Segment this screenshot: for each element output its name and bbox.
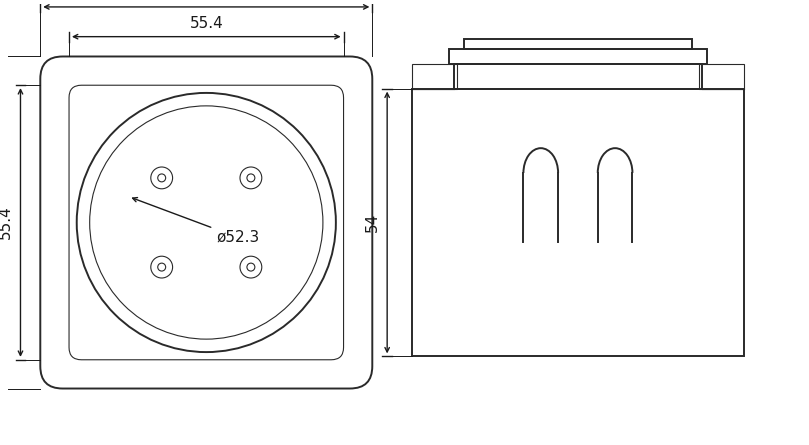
Text: ø52.3: ø52.3 <box>133 198 260 245</box>
Bar <box>454 64 701 89</box>
Bar <box>699 64 744 89</box>
Bar <box>412 64 456 89</box>
Bar <box>412 89 744 356</box>
Text: 55.4: 55.4 <box>0 206 13 239</box>
Bar <box>449 49 707 64</box>
Text: 54: 54 <box>365 213 379 232</box>
Text: 55.4: 55.4 <box>189 16 223 31</box>
Bar <box>464 39 692 49</box>
